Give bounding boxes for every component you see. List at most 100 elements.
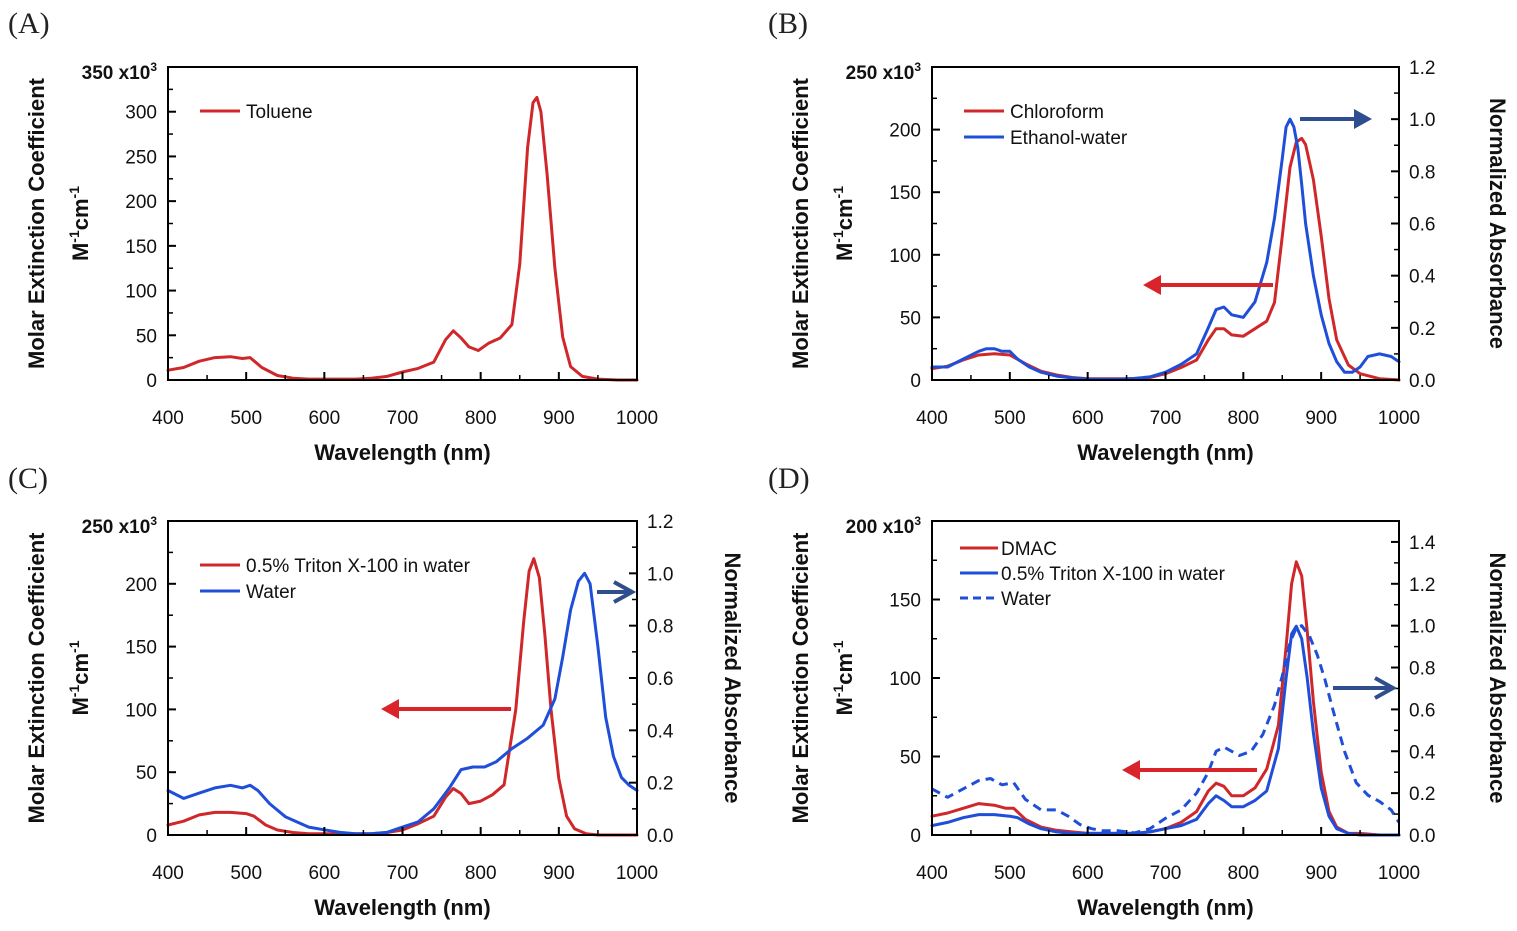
panel-b-ytick-label-0: 0 (910, 371, 921, 392)
panel-d-y-multiplier: 200 x103 (846, 514, 922, 538)
panel-a-y-multiplier: 350 x103 (82, 60, 158, 84)
panel-c-xtick-label-600: 600 (308, 863, 340, 884)
panel-b-y2tick-label-0.8: 0.8 (1409, 162, 1435, 183)
panel-c-xtick-label-500: 500 (230, 863, 262, 884)
panel-b-y-multiplier: 250 x103 (846, 60, 922, 84)
panel-b-y-axis-title: Molar Extinction Coefficient (788, 77, 813, 369)
panel-b: (B) 400 500 600 700 800 900 1000 0 50 100 150 200 250… (768, 7, 1510, 465)
panel-d-series-0 (930, 560, 1401, 837)
panel-c-xtick-label-900: 900 (543, 863, 575, 884)
panel-b-y2tick-label-0.2: 0.2 (1409, 319, 1435, 340)
panel-b-ytick-label-150: 150 (889, 183, 921, 204)
panel-d-xtick-label-700: 700 (1150, 863, 1182, 884)
panel-b-series-1 (930, 117, 1401, 381)
panel-c-series-1 (166, 571, 639, 836)
panel-a-xtick-label-800: 800 (465, 408, 497, 429)
panel-c-axis-arrow-1-head (613, 580, 637, 604)
panel-c-legend-label-1: Water (246, 582, 297, 603)
panel-b-frame (931, 66, 1400, 381)
panel-b-y2tick-label-0.4: 0.4 (1409, 267, 1436, 288)
panel-d-y2tick-label-0.4: 0.4 (1409, 742, 1436, 763)
panel-d-ytick-label-0: 0 (910, 826, 921, 847)
panel-d-xtick-label-400: 400 (916, 863, 948, 884)
panel-b-axis-arrow-1-head (1354, 109, 1372, 129)
panel-b-legend-label-0: Chloroform (1010, 102, 1104, 123)
panel-c-ytick-label-200: 200 (125, 575, 157, 596)
panel-a-ytick-label-250: 250 (125, 147, 157, 168)
panel-d-y2tick-label-1.0: 1.0 (1409, 617, 1435, 638)
panel-d-y2-axis-title: Normalized Absorbance (1485, 552, 1510, 803)
panel-c-axis-arrow-0-head (381, 699, 399, 719)
panel-c-letter: (C) (8, 462, 48, 495)
panel-b-y-axis-units: M-1cm-1 (830, 186, 857, 261)
panel-a-xtick-label-400: 400 (152, 408, 184, 429)
panel-c-x-axis-title: Wavelength (nm) (314, 895, 490, 920)
panel-d-legend-label-2: Water (1001, 589, 1052, 610)
panel-d-xtick-label-600: 600 (1072, 863, 1104, 884)
panel-a-series-0 (166, 95, 639, 382)
panel-d-y2tick-label-1.4: 1.4 (1409, 533, 1436, 554)
panel-a-x-axis-title: Wavelength (nm) (314, 440, 490, 465)
panel-a-ytick-label-100: 100 (125, 282, 157, 303)
panel-a-ytick-label-300: 300 (125, 103, 157, 124)
panel-d: (D) 400 500 600 700 800 900 1000 0 50 100 150 200 x1… (768, 462, 1510, 920)
panel-d-xtick-label-1000: 1000 (1378, 863, 1420, 884)
panel-c-xtick-label-400: 400 (152, 863, 184, 884)
panel-d-y2tick-label-0.6: 0.6 (1409, 700, 1435, 721)
panel-c-y2tick-label-0.2: 0.2 (647, 774, 673, 795)
panel-b-xtick-label-700: 700 (1150, 408, 1182, 429)
panel-a-ytick-label-200: 200 (125, 192, 157, 213)
panel-d-series-2 (931, 624, 1401, 835)
panel-c-ytick-label-0: 0 (146, 826, 157, 847)
panel-d-ytick-label-100: 100 (889, 669, 921, 690)
panel-b-ytick-label-50: 50 (900, 308, 921, 329)
panel-c-y2-axis-title: Normalized Absorbance (720, 552, 745, 803)
panel-b-letter: (B) (768, 7, 808, 40)
panel-b-xtick-label-1000: 1000 (1378, 408, 1420, 429)
panel-c-xtick-label-800: 800 (465, 863, 497, 884)
panel-d-x-axis-title: Wavelength (nm) (1077, 895, 1253, 920)
panel-c-y-axis-units: M-1cm-1 (66, 640, 93, 715)
panel-b-legend-label-1: Ethanol-water (1010, 128, 1128, 149)
panel-c-y2tick-label-1.2: 1.2 (647, 512, 673, 533)
panel-d-y2tick-label-1.2: 1.2 (1409, 575, 1435, 596)
panel-d-xtick-label-800: 800 (1227, 863, 1259, 884)
panel-c-y2tick-label-0.6: 0.6 (647, 669, 673, 690)
panel-a-frame (167, 66, 638, 381)
panel-d-letter: (D) (768, 462, 810, 495)
panel-c-ytick-label-100: 100 (125, 700, 157, 721)
panel-b-y2tick-label-1.2: 1.2 (1409, 58, 1435, 79)
panel-b-axis-arrow-0-head (1143, 275, 1161, 295)
panel-a-letter: (A) (8, 7, 50, 40)
panel-c-y2tick-label-0.4: 0.4 (647, 721, 674, 742)
panel-d-xtick-label-500: 500 (994, 863, 1026, 884)
panel-b-xtick-label-800: 800 (1227, 408, 1259, 429)
panel-d-ytick-label-150: 150 (889, 591, 921, 612)
panel-d-legend-label-0: DMAC (1001, 539, 1057, 560)
panel-b-xtick-label-400: 400 (916, 408, 948, 429)
panel-a-xtick-label-900: 900 (543, 408, 575, 429)
panel-d-y2tick-label-0.8: 0.8 (1409, 659, 1435, 680)
panel-b-xtick-label-600: 600 (1072, 408, 1104, 429)
panel-d-legend-label-1: 0.5% Triton X-100 in water (1001, 564, 1226, 585)
panel-a-xtick-label-600: 600 (308, 408, 340, 429)
panel-c-y2tick-label-0.8: 0.8 (647, 617, 673, 638)
panel-b-y2tick-label-0.6: 0.6 (1409, 215, 1435, 236)
panel-b-xtick-label-900: 900 (1305, 408, 1337, 429)
panel-d-y-axis-units: M-1cm-1 (830, 640, 857, 715)
panel-d-xtick-label-900: 900 (1305, 863, 1337, 884)
panel-d-axis-arrow-1-head (1374, 676, 1398, 700)
panel-d-series-1 (930, 624, 1401, 837)
panel-a-ytick-label-150: 150 (125, 237, 157, 258)
panel-d-y2tick-label-0.0: 0.0 (1409, 826, 1435, 847)
panel-c-xtick-label-700: 700 (387, 863, 419, 884)
panel-a-y-axis-title: Molar Extinction Coefficient (24, 77, 49, 369)
panel-c-y-multiplier: 250 x103 (82, 514, 158, 538)
panel-a-xtick-label-700: 700 (387, 408, 419, 429)
panel-a-xtick-label-1000: 1000 (616, 408, 658, 429)
panel-a-xtick-label-500: 500 (230, 408, 262, 429)
panel-c-y2tick-label-0.0: 0.0 (647, 826, 673, 847)
panel-d-y-axis-title: Molar Extinction Coefficient (788, 532, 813, 824)
panel-c-legend-label-0: 0.5% Triton X-100 in water (246, 556, 471, 577)
